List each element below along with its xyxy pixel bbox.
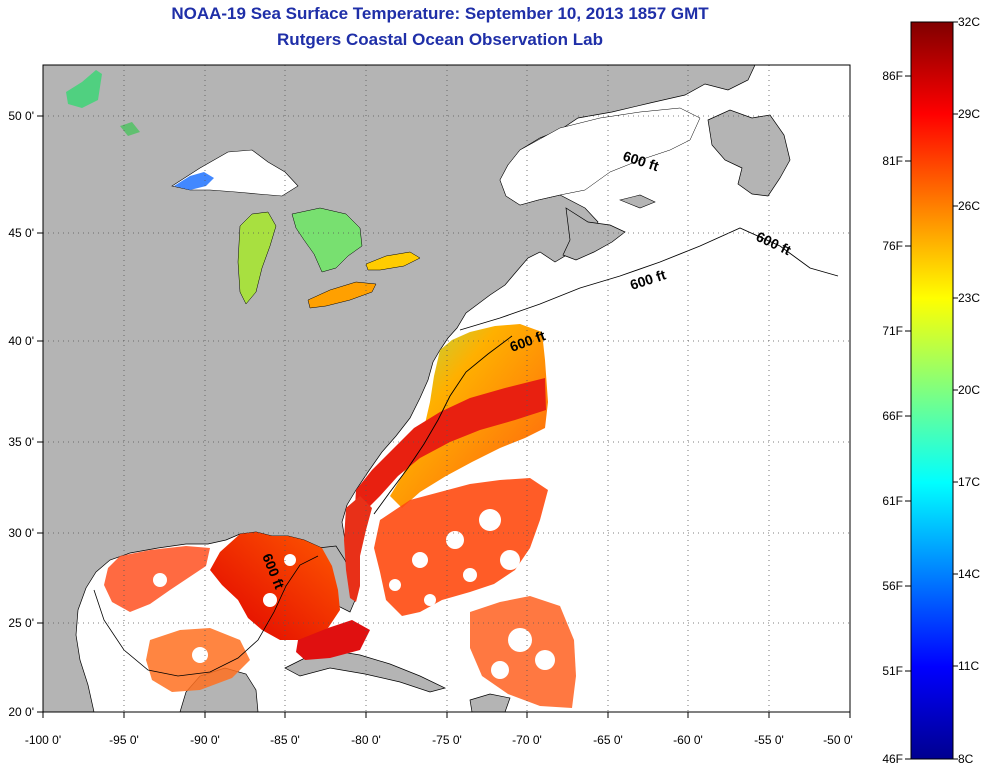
colorbar-label-f: 86F (882, 69, 903, 83)
colorbar-label-f: 66F (882, 409, 903, 423)
y-tick-label: 35 0' (8, 435, 34, 449)
colorbar-label-c: 8C (958, 752, 974, 766)
land-newfoundland (707, 109, 791, 197)
y-tick-label: 45 0' (8, 226, 34, 240)
isobath-line-gulf (93, 555, 319, 677)
colorbar-label-f: 76F (882, 239, 903, 253)
lake-ontario (365, 251, 421, 271)
x-tick-label: -85 0' (270, 733, 300, 747)
x-tick-label: -65 0' (593, 733, 623, 747)
land-maritimes (562, 207, 626, 261)
colorbar-label-c: 17C (958, 475, 980, 489)
lake-winnipeg (66, 70, 102, 108)
colorbar-label-c: 23C (958, 291, 980, 305)
sst-gulf-of-mexico (210, 532, 340, 640)
colorbar-label-c: 14C (958, 567, 980, 581)
isobath-line-gulf-stream (373, 335, 513, 515)
lake-nipigon (120, 122, 140, 136)
land-pei (619, 194, 656, 209)
y-tick-label: 40 0' (8, 334, 34, 348)
lake-erie (307, 281, 377, 309)
x-tick-label: -90 0' (190, 733, 220, 747)
x-tick-label: -100 0' (25, 733, 61, 747)
y-tick-label: 30 0' (8, 526, 34, 540)
colorbar-label-c: 11C (958, 659, 979, 673)
lake-superior-sst (174, 172, 214, 190)
lake-huron (291, 207, 363, 273)
water-st-lawrence (499, 107, 701, 206)
colorbar-label-f: 71F (882, 324, 903, 338)
y-tick-label: 50 0' (8, 109, 34, 123)
colorbar-label-c: 32C (958, 15, 980, 29)
y-tick-label: 20 0' (8, 705, 34, 719)
sst-gulf-stream (354, 378, 546, 524)
lake-michigan (237, 211, 277, 305)
map-title: NOAA-19 Sea Surface Temperature: Septemb… (171, 4, 709, 23)
x-tick-label: -95 0' (109, 733, 139, 747)
x-tick-label: -75 0' (432, 733, 462, 747)
colorbar (910, 21, 954, 760)
colorbar-label-f: 81F (882, 154, 903, 168)
colorbar-ticks (905, 21, 958, 760)
map-axis-ticks (37, 115, 851, 718)
sst-florida-straits (296, 620, 370, 660)
sst-speckle (153, 509, 555, 679)
x-tick-label: -60 0' (673, 733, 703, 747)
colorbar-label-f: 61F (882, 494, 903, 508)
map-layers (43, 65, 850, 712)
colorbar-label-c: 29C (958, 107, 980, 121)
x-tick-label: -80 0' (351, 733, 381, 747)
sst-caribbean-east (470, 596, 576, 708)
map-subtitle: Rutgers Coastal Ocean Observation Lab (277, 30, 603, 49)
colorbar-label-c: 20C (958, 383, 980, 397)
x-tick-label: -50 0' (823, 733, 853, 747)
x-tick-label: -55 0' (754, 733, 784, 747)
sst-bahamas (374, 478, 548, 616)
colorbar-label-f: 46F (882, 752, 903, 766)
sst-southeast (344, 496, 372, 602)
colorbar-label-f: 51F (882, 664, 903, 678)
colorbar-label-c: 26C (958, 199, 980, 213)
isobath-line-north (459, 227, 839, 331)
colorbar-label-f: 56F (882, 579, 903, 593)
x-tick-label: -70 0' (512, 733, 542, 747)
y-tick-label: 25 0' (8, 616, 34, 630)
land-hispaniola (469, 693, 511, 712)
